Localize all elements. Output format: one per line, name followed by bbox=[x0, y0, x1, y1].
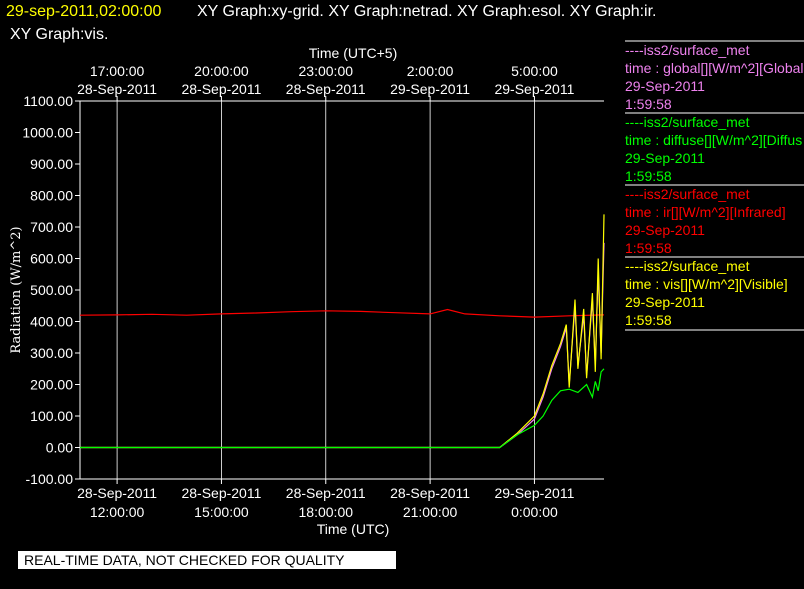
x2-tick-date: 28-Sep-2011 bbox=[286, 81, 366, 97]
legend-date: 29-Sep-2011 bbox=[625, 294, 705, 310]
legend-time: 1:59:58 bbox=[625, 240, 672, 256]
y-axis-label: Radiation (W/m^2) bbox=[9, 226, 24, 353]
x-tick-time: 15:00:00 bbox=[194, 504, 249, 520]
y-tick-label: 300.00 bbox=[30, 345, 73, 361]
legend-date: 29-Sep-2011 bbox=[625, 150, 705, 166]
series-line-global bbox=[80, 242, 605, 449]
legend-field: time : diffuse[][W/m^2][Diffus bbox=[625, 132, 802, 148]
x2-tick-time: 17:00:00 bbox=[90, 63, 145, 79]
x-tick-date: 28-Sep-2011 bbox=[181, 485, 261, 501]
x2-tick-date: 29-Sep-2011 bbox=[494, 81, 574, 97]
x2-tick-date: 29-Sep-2011 bbox=[390, 81, 470, 97]
x-tick-date: 28-Sep-2011 bbox=[390, 485, 470, 501]
x-tick-date: 28-Sep-2011 bbox=[77, 485, 157, 501]
y-tick-label: 1000.00 bbox=[22, 125, 73, 141]
y-tick-label: 100.00 bbox=[30, 408, 73, 424]
x2-tick-time: 23:00:00 bbox=[299, 63, 354, 79]
x-tick-time: 21:00:00 bbox=[403, 504, 458, 520]
y-tick-label: 0.00 bbox=[46, 440, 73, 456]
series-line-ir bbox=[79, 308, 605, 318]
legend-field: time : global[][W/m^2][Global bbox=[625, 60, 804, 76]
y-tick-label: 700.00 bbox=[30, 219, 73, 235]
x2-tick-time: 2:00:00 bbox=[407, 63, 454, 79]
series-line-vis bbox=[80, 214, 605, 449]
x2-tick-time: 5:00:00 bbox=[511, 63, 558, 79]
x-axis-label: Time (UTC) bbox=[317, 521, 390, 537]
x2-tick-date: 28-Sep-2011 bbox=[181, 81, 261, 97]
y-tick-label: 400.00 bbox=[30, 314, 73, 330]
y-tick-label: 1100.00 bbox=[23, 93, 73, 109]
series-line-diffuse bbox=[80, 368, 605, 449]
y-tick-label: -100.00 bbox=[26, 471, 74, 487]
x2-tick-time: 20:00:00 bbox=[194, 63, 249, 79]
y-tick-label: 900.00 bbox=[30, 156, 73, 172]
legend-field: time : ir[][W/m^2][Infrared] bbox=[625, 204, 786, 220]
x2-tick-date: 28-Sep-2011 bbox=[77, 81, 157, 97]
x-tick-date: 29-Sep-2011 bbox=[494, 485, 574, 501]
legend-time: 1:59:58 bbox=[625, 168, 672, 184]
y-tick-label: 600.00 bbox=[30, 251, 73, 267]
x-tick-date: 28-Sep-2011 bbox=[286, 485, 366, 501]
legend-field: time : vis[][W/m^2][Visible] bbox=[625, 276, 788, 292]
x2-axis-label: Time (UTC+5) bbox=[309, 45, 398, 61]
legend-date: 29-Sep-2011 bbox=[625, 78, 705, 94]
quality-banner: REAL-TIME DATA, NOT CHECKED FOR QUALITY bbox=[18, 551, 396, 569]
legend-time: 1:59:58 bbox=[625, 312, 672, 328]
legend-source: ----iss2/surface_met bbox=[625, 186, 750, 202]
y-tick-label: 500.00 bbox=[30, 282, 73, 298]
y-tick-label: 200.00 bbox=[30, 377, 73, 393]
graph-list-line1: XY Graph:xy-grid. XY Graph:netrad. XY Gr… bbox=[197, 3, 657, 20]
graph-timestamp: 29-sep-2011,02:00:00 bbox=[6, 3, 162, 20]
legend-source: ----iss2/surface_met bbox=[625, 42, 750, 58]
legend-source: ----iss2/surface_met bbox=[625, 258, 750, 274]
x-tick-time: 12:00:00 bbox=[90, 504, 145, 520]
legend-date: 29-Sep-2011 bbox=[625, 222, 705, 238]
legend-source: ----iss2/surface_met bbox=[625, 114, 750, 130]
x-tick-time: 18:00:00 bbox=[299, 504, 354, 520]
legend-time: 1:59:58 bbox=[625, 96, 672, 112]
x-tick-time: 0:00:00 bbox=[511, 504, 558, 520]
graph-list-line2: XY Graph:vis. bbox=[10, 26, 109, 43]
y-tick-label: 800.00 bbox=[30, 188, 73, 204]
